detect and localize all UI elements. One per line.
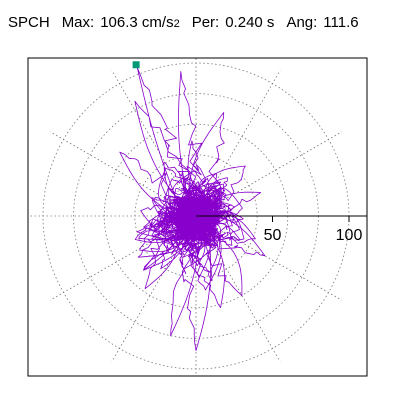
station-code: SPCH: [8, 14, 50, 31]
grid-spoke: [111, 70, 197, 217]
peak-marker: [132, 61, 140, 69]
plot-header: SPCH Max: 106.3 cm/s 2 Per: 0.240 s Ang: …: [8, 14, 359, 38]
trace-layer: [119, 67, 266, 351]
plot-frame: [27, 57, 368, 377]
angle-value: 111.6: [323, 14, 359, 31]
x-axis-tick-label: 100: [336, 227, 363, 244]
grid-spoke: [50, 131, 197, 217]
angle-label: Ang:: [286, 14, 318, 31]
grid-spoke: [111, 215, 197, 362]
period-value: 0.240 s: [225, 14, 275, 31]
max-exponent: 2: [173, 18, 180, 30]
period-label: Per:: [191, 14, 220, 31]
hodogram-trace: [119, 67, 266, 351]
marker-layer: [132, 61, 140, 69]
x-axis-tick-label: 50: [264, 227, 282, 244]
max-value: 106.3 cm/s: [100, 14, 174, 31]
axis-layer: 50 100: [196, 215, 367, 244]
max-label: Max:: [61, 14, 95, 31]
grid-spoke: [195, 215, 281, 362]
